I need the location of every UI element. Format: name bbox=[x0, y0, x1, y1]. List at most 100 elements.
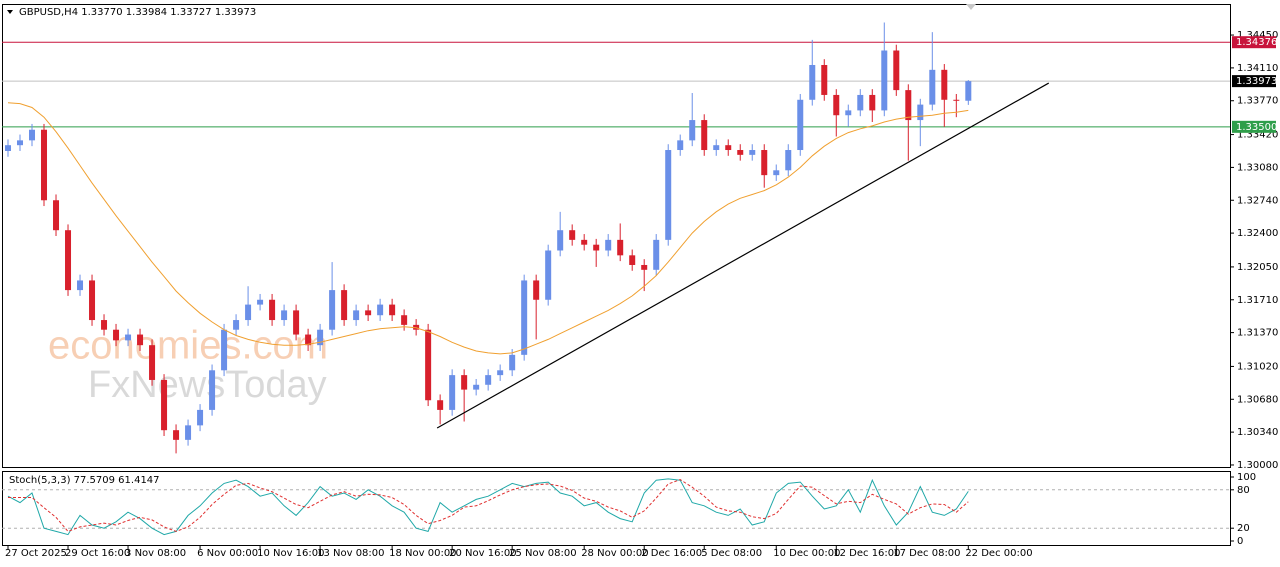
candle-body bbox=[929, 69, 936, 105]
price-level-box bbox=[1232, 75, 1276, 88]
candle-body bbox=[761, 150, 768, 176]
candle-body bbox=[17, 140, 24, 146]
candle-body bbox=[593, 244, 600, 251]
candle-body bbox=[941, 69, 948, 100]
y-tick-label: 1.31370 bbox=[1237, 328, 1278, 339]
candle-body bbox=[185, 425, 192, 440]
y-tick-label: 1.33420 bbox=[1237, 130, 1278, 141]
candle-body bbox=[737, 150, 744, 155]
watermark: FxNewsToday bbox=[88, 364, 327, 406]
x-tick-label: 12 Dec 16:00 bbox=[833, 548, 900, 559]
candle-body bbox=[869, 94, 876, 111]
candle-body bbox=[701, 120, 708, 151]
candle-body bbox=[89, 280, 96, 321]
y-tick-label: 1.33080 bbox=[1237, 162, 1278, 173]
chart-header: GBPUSD,H4 1.33770 1.33984 1.33727 1.3397… bbox=[19, 7, 256, 18]
x-tick-label: 18 Nov 00:00 bbox=[389, 548, 456, 559]
candle-body bbox=[953, 99, 960, 101]
candle-body bbox=[281, 310, 288, 321]
candle-body bbox=[485, 375, 492, 385]
candle-body bbox=[905, 90, 912, 121]
candle-body bbox=[713, 145, 720, 151]
price-level-box bbox=[1232, 36, 1276, 49]
stochastic-line bbox=[7, 478, 969, 536]
candle-body bbox=[917, 104, 924, 121]
candle-body bbox=[293, 310, 300, 335]
candle-body bbox=[233, 320, 240, 330]
candle-body bbox=[197, 409, 204, 426]
candle-body bbox=[41, 129, 48, 201]
candle-body bbox=[257, 299, 264, 305]
candle-body bbox=[149, 345, 156, 380]
candle-body bbox=[749, 150, 756, 155]
y-tick-label: 1.34450 bbox=[1237, 30, 1278, 41]
x-tick-label: 28 Nov 00:00 bbox=[581, 548, 648, 559]
candle-body bbox=[461, 375, 468, 390]
candle-body bbox=[113, 329, 120, 341]
indicator-tick-label: 100 bbox=[1237, 472, 1256, 483]
candle-body bbox=[401, 315, 408, 325]
candle-body bbox=[785, 150, 792, 171]
candle-body bbox=[473, 384, 480, 390]
candle-body bbox=[569, 230, 576, 240]
candle-body bbox=[29, 129, 36, 141]
candle-body bbox=[641, 264, 648, 270]
x-tick-label: 25 Nov 08:00 bbox=[509, 548, 576, 559]
candle-body bbox=[629, 255, 636, 265]
candle-body bbox=[77, 280, 84, 291]
candle-body bbox=[809, 64, 816, 100]
candle-body bbox=[821, 64, 828, 95]
x-tick-label: 22 Dec 00:00 bbox=[965, 548, 1032, 559]
y-tick-label: 1.32400 bbox=[1237, 228, 1278, 239]
x-tick-label: 5 Dec 08:00 bbox=[701, 548, 762, 559]
candle-body bbox=[833, 94, 840, 116]
candle-body bbox=[413, 324, 420, 330]
candle-body bbox=[665, 150, 672, 240]
menu-arrow[interactable] bbox=[7, 10, 13, 14]
price-level-label: 1.33500 bbox=[1236, 122, 1277, 133]
candle-body bbox=[797, 99, 804, 151]
trend-line bbox=[436, 82, 1050, 429]
candle-body bbox=[353, 310, 360, 321]
candle-body bbox=[545, 250, 552, 300]
y-tick-label: 1.30680 bbox=[1237, 394, 1278, 405]
y-tick-label: 1.30000 bbox=[1237, 460, 1278, 471]
candle-body bbox=[389, 304, 396, 316]
candle-body bbox=[377, 304, 384, 316]
candle-body bbox=[509, 354, 516, 371]
indicator-tick-label: 20 bbox=[1237, 523, 1250, 534]
price-level-label: 1.33973 bbox=[1236, 76, 1277, 87]
y-tick-label: 1.32050 bbox=[1237, 262, 1278, 273]
candle-body bbox=[437, 400, 444, 410]
candle-body bbox=[497, 370, 504, 376]
x-tick-label: 27 Oct 2025 bbox=[5, 548, 67, 559]
candle-body bbox=[653, 239, 660, 270]
candle-body bbox=[521, 280, 528, 355]
candle-body bbox=[209, 370, 216, 410]
candle-body bbox=[173, 430, 180, 440]
candle-body bbox=[53, 200, 60, 231]
y-tick-label: 1.30340 bbox=[1237, 427, 1278, 438]
indicator-panel bbox=[2, 471, 1231, 546]
candle-body bbox=[557, 230, 564, 251]
x-tick-label: 29 Oct 16:00 bbox=[65, 548, 130, 559]
candle-body bbox=[245, 304, 252, 321]
moving-average bbox=[7, 102, 969, 355]
candle-body bbox=[161, 379, 168, 431]
candle-body bbox=[965, 81, 972, 101]
indicator-title: Stoch(5,3,3) 77.5709 61.4147 bbox=[9, 475, 160, 486]
price-level-label: 1.34376 bbox=[1236, 37, 1277, 48]
indicator-tick-label: 80 bbox=[1237, 485, 1250, 496]
candle-body bbox=[773, 170, 780, 176]
candle-body bbox=[845, 110, 852, 116]
candle-body bbox=[881, 50, 888, 111]
x-tick-label: 2 Dec 16:00 bbox=[641, 548, 702, 559]
indicator-tick-label: 0 bbox=[1237, 536, 1243, 547]
candle-body bbox=[425, 329, 432, 401]
candle-body bbox=[689, 120, 696, 141]
shift-marker bbox=[966, 4, 976, 10]
candles bbox=[5, 22, 972, 454]
